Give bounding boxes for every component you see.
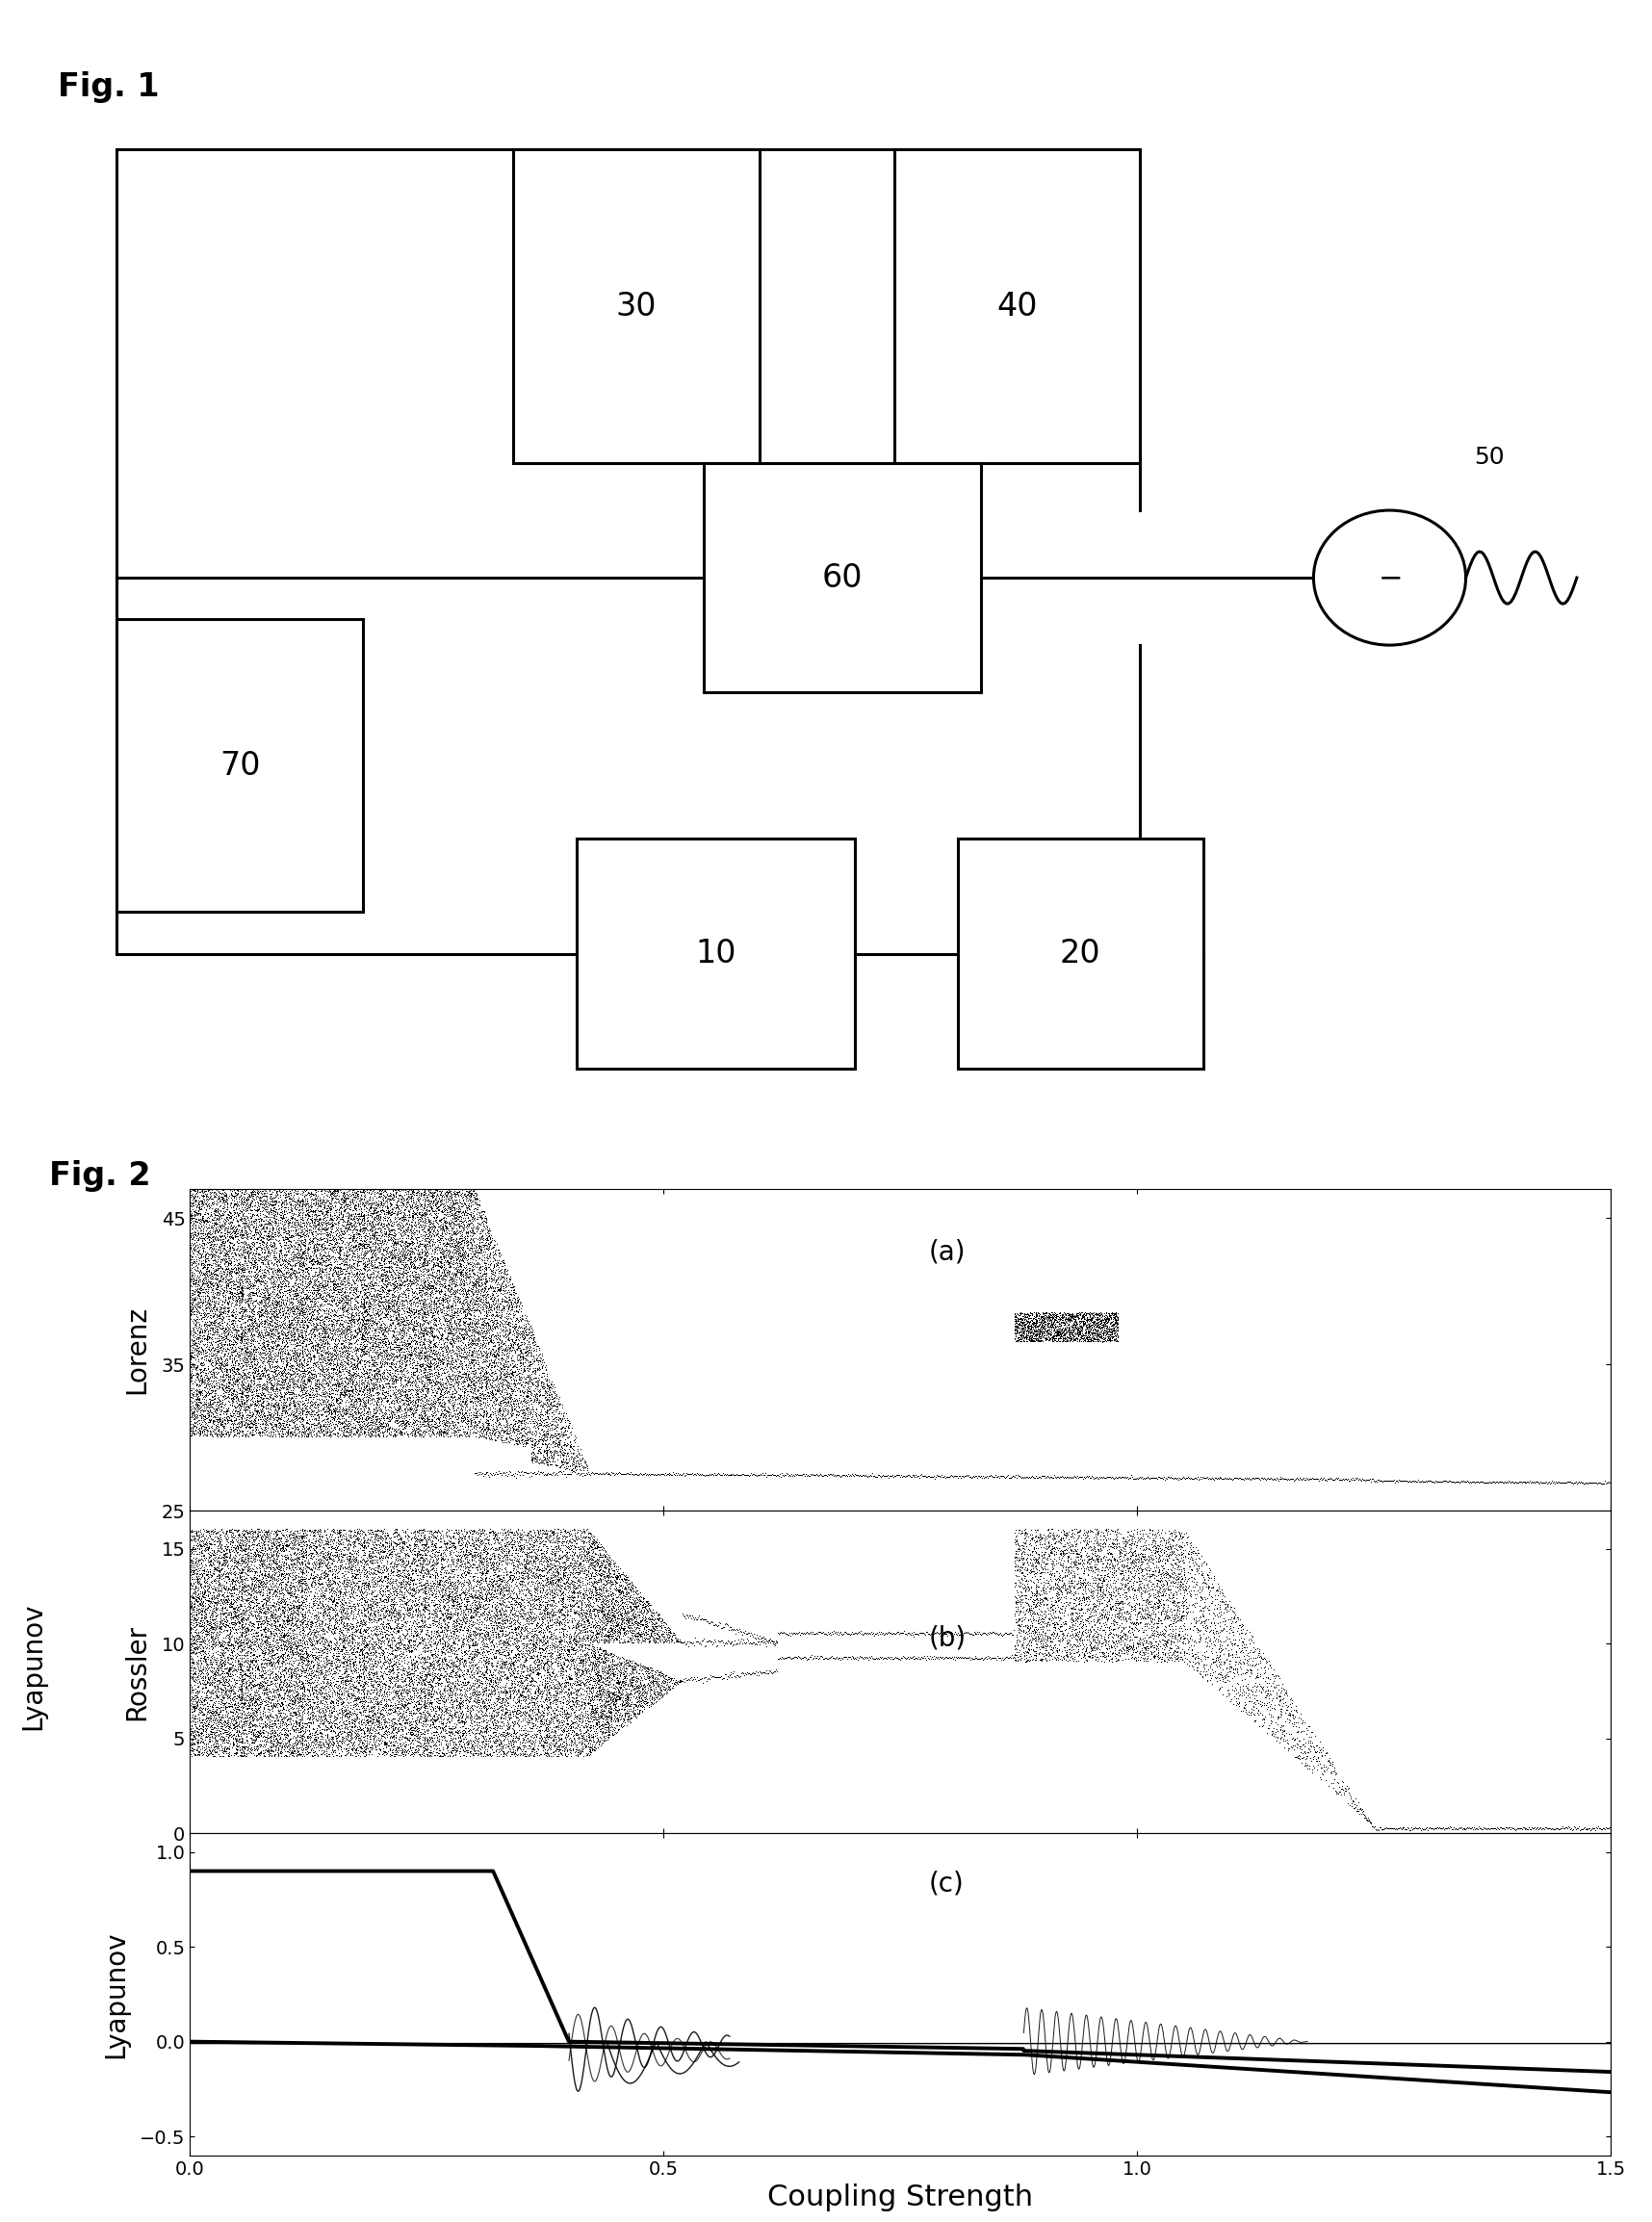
Bar <box>117 620 363 911</box>
Bar <box>577 840 854 1069</box>
Text: 10: 10 <box>695 938 737 969</box>
Text: (a): (a) <box>928 1238 966 1264</box>
Text: 40: 40 <box>996 291 1037 322</box>
Bar <box>958 840 1203 1069</box>
Y-axis label: Lorenz: Lorenz <box>124 1307 150 1393</box>
Text: (c): (c) <box>928 1871 965 1898</box>
Text: (b): (b) <box>928 1624 966 1651</box>
Text: 60: 60 <box>823 562 862 593</box>
X-axis label: Coupling Strength: Coupling Strength <box>768 2184 1032 2211</box>
Text: 20: 20 <box>1061 938 1100 969</box>
Text: 50: 50 <box>1474 444 1505 469</box>
Bar <box>704 462 981 693</box>
Ellipse shape <box>1313 511 1465 644</box>
Text: Lyapunov: Lyapunov <box>20 1602 46 1731</box>
Text: Fig. 1: Fig. 1 <box>58 71 159 102</box>
Bar <box>514 149 760 462</box>
Text: 70: 70 <box>220 749 261 782</box>
Text: $-$: $-$ <box>1378 564 1401 591</box>
Text: Fig. 2: Fig. 2 <box>50 1160 150 1191</box>
Bar <box>894 149 1140 462</box>
Text: 30: 30 <box>616 291 657 322</box>
Y-axis label: Lyapunov: Lyapunov <box>102 1931 129 2058</box>
Y-axis label: Rossler: Rossler <box>124 1624 150 1720</box>
